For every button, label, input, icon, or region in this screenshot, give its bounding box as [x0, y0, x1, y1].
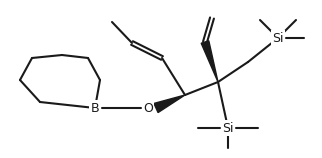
Text: O: O [143, 101, 153, 115]
Text: B: B [91, 101, 99, 115]
Polygon shape [201, 41, 218, 82]
Text: Si: Si [222, 122, 234, 134]
Polygon shape [154, 95, 185, 112]
Text: Si: Si [272, 31, 284, 45]
